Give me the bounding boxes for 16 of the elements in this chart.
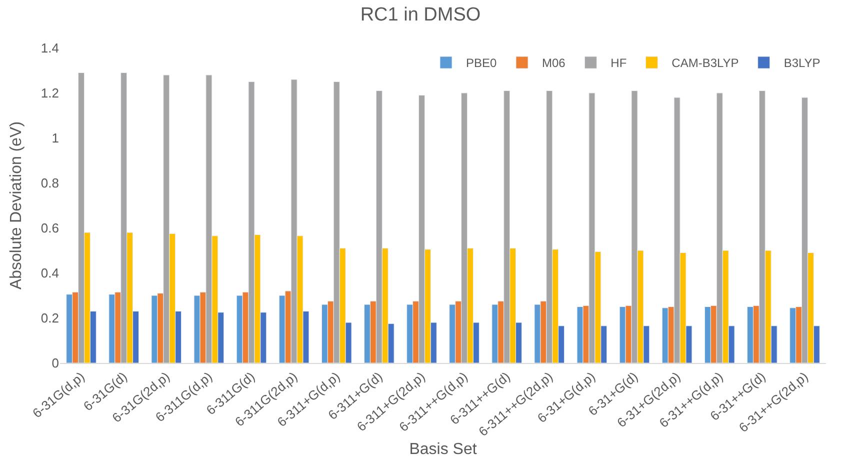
y-tick-label: 0.6 <box>40 220 59 236</box>
legend-label: B3LYP <box>784 56 820 70</box>
y-tick-label: 0 <box>52 356 59 371</box>
chart-title: RC1 in DMSO <box>360 4 481 26</box>
y-tick-label: 1 <box>52 130 59 146</box>
y-tick-label: 0.4 <box>40 266 59 281</box>
y-tick-label: 1.4 <box>40 40 59 56</box>
x-axis-title: Basis Set <box>409 440 478 458</box>
y-tick-label: 0.2 <box>40 310 59 326</box>
legend-label: HF <box>610 56 627 70</box>
y-tick-label: 1.2 <box>40 86 59 101</box>
y-axis-title: Absolute Deviation (eV) <box>8 121 25 290</box>
legend-label: M06 <box>542 56 566 70</box>
legend-label: CAM-B3LYP <box>672 56 739 70</box>
y-tick-label: 0.8 <box>40 176 59 191</box>
legend-label: PBE0 <box>466 56 498 70</box>
